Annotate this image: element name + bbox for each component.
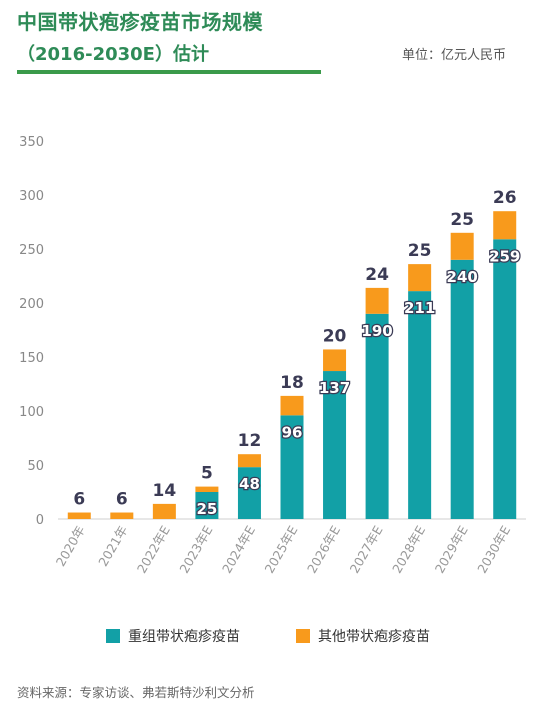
data-label-other: 5: [201, 464, 213, 484]
x-tick-label: 2026年E: [304, 523, 343, 576]
x-tick-label: 2024年E: [219, 523, 258, 576]
bar-other: [323, 349, 347, 372]
bar-other: [67, 512, 91, 519]
data-label-recombinant: 190: [361, 322, 392, 340]
bar-other: [450, 232, 474, 260]
data-label-other: 25: [450, 210, 474, 230]
y-tick-label: 250: [19, 243, 44, 258]
data-label-recombinant: 137: [319, 379, 350, 397]
data-label-recombinant: 96: [282, 423, 303, 441]
data-label-other: 25: [408, 241, 432, 261]
data-label-other: 12: [238, 431, 262, 451]
legend-swatch-recombinant: [106, 629, 120, 643]
x-tick-label: 2030年E: [474, 523, 513, 576]
bar-recombinant: [237, 467, 261, 519]
data-label-recombinant: 240: [447, 268, 478, 286]
data-label-other: 6: [73, 490, 85, 510]
y-tick-label: 150: [19, 351, 44, 366]
y-tick-label: 300: [19, 189, 44, 204]
title-underline: [17, 70, 321, 74]
data-label-recombinant: 48: [239, 475, 260, 493]
data-label-recombinant: 211: [404, 299, 435, 317]
bar-recombinant: [408, 291, 432, 519]
data-label-other: 26: [493, 188, 517, 208]
data-label-other: 24: [365, 265, 389, 285]
legend-label-recombinant: 重组带状疱疹疫苗: [128, 629, 240, 645]
data-label-other: 20: [323, 326, 347, 346]
data-label-other: 6: [116, 490, 128, 510]
y-tick-label: 350: [19, 135, 44, 150]
bar-recombinant: [450, 259, 474, 519]
bar-recombinant: [323, 371, 347, 519]
legend-item-other: 其他带状疱疹疫苗: [296, 626, 430, 646]
x-tick-label: 2027年E: [347, 523, 386, 576]
data-label-recombinant: 259: [489, 247, 520, 265]
bar-other: [365, 287, 389, 314]
chart-title: 中国带状疱疹疫苗市场规模: [17, 10, 263, 34]
bar-other: [195, 486, 219, 492]
data-label-recombinant: 25: [196, 500, 217, 518]
legend-label-other: 其他带状疱疹疫苗: [318, 629, 430, 645]
legend: 重组带状疱疹疫苗 其他带状疱疹疫苗: [0, 626, 550, 646]
data-label-other: 18: [280, 373, 304, 393]
x-tick-label: 2029年E: [432, 523, 471, 576]
bar-recombinant: [493, 239, 517, 519]
x-tick-label: 2028年E: [389, 523, 428, 576]
y-tick-label: 200: [19, 297, 44, 312]
bar-other: [408, 264, 432, 292]
source-note: 资料来源：专家访谈、弗若斯特沙利文分析: [17, 685, 255, 700]
data-label-other: 14: [153, 481, 177, 501]
chart-subtitle: （2016-2030E）估计: [17, 44, 209, 65]
legend-item-recombinant: 重组带状疱疹疫苗: [106, 626, 240, 646]
bar-recombinant: [195, 492, 219, 519]
bar-other: [152, 503, 176, 519]
bar-recombinant: [365, 313, 389, 519]
bar-other: [280, 395, 304, 416]
x-tick-label: 2023年E: [176, 523, 215, 576]
bar-other: [493, 211, 517, 240]
y-tick-label: 50: [27, 459, 44, 474]
bar-other: [110, 512, 134, 519]
y-tick-label: 0: [36, 513, 44, 528]
unit-label: 单位：亿元人民币: [401, 48, 506, 63]
x-tick-label: 2022年E: [134, 523, 173, 576]
legend-swatch-other: [296, 629, 310, 643]
x-tick-label: 2025年E: [261, 523, 300, 576]
bar-other: [237, 454, 261, 468]
bar-chart: 0 50 100 150 200 250 300 350 6 2020年 6 2021年 14 2022年…: [19, 135, 526, 576]
y-tick-label: 100: [19, 405, 44, 420]
x-tick-label: 2021年: [95, 523, 130, 569]
x-tick-label: 2020年: [53, 523, 88, 569]
bar-recombinant: [280, 415, 304, 519]
